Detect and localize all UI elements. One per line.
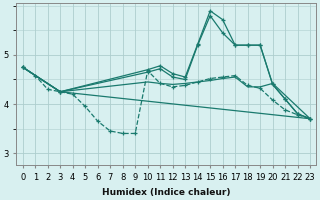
X-axis label: Humidex (Indice chaleur): Humidex (Indice chaleur)	[102, 188, 231, 197]
